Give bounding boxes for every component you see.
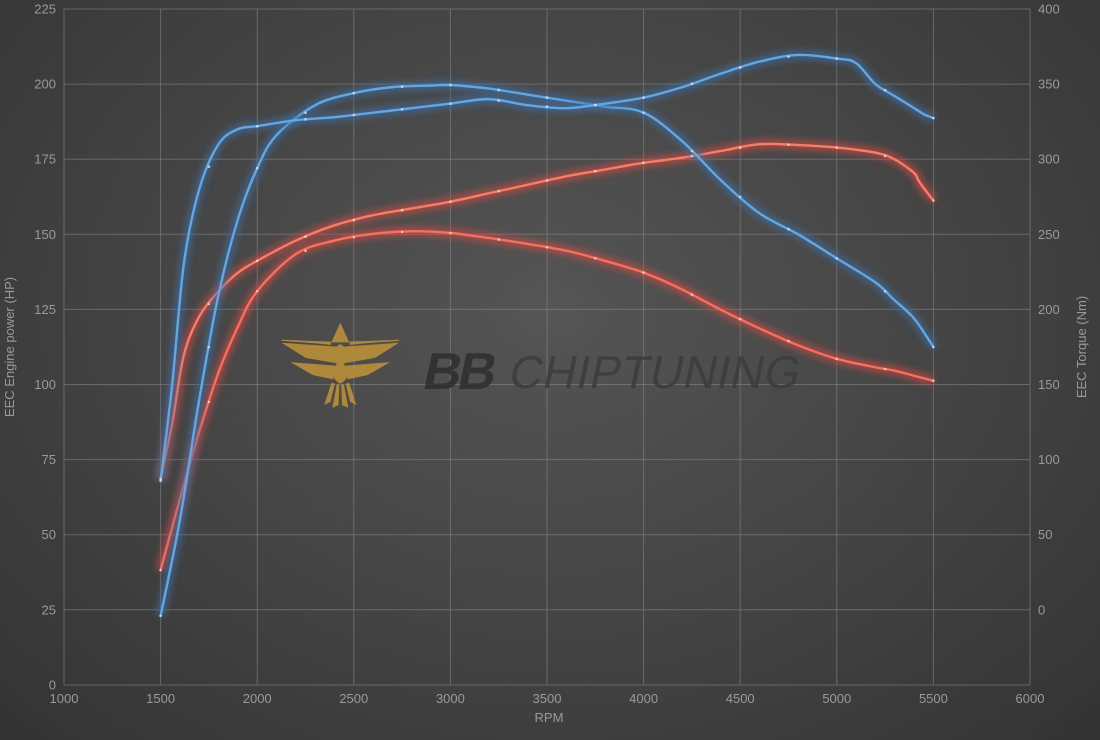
- svg-text:200: 200: [34, 77, 56, 92]
- svg-text:4500: 4500: [726, 691, 755, 706]
- svg-text:350: 350: [1038, 77, 1060, 92]
- svg-text:2500: 2500: [339, 691, 368, 706]
- svg-text:100: 100: [1038, 452, 1060, 467]
- svg-text:125: 125: [34, 302, 56, 317]
- svg-text:150: 150: [34, 227, 56, 242]
- svg-text:150: 150: [1038, 377, 1060, 392]
- svg-text:200: 200: [1038, 302, 1060, 317]
- svg-text:RPM: RPM: [535, 710, 564, 725]
- svg-text:2000: 2000: [243, 691, 272, 706]
- svg-text:400: 400: [1038, 2, 1060, 17]
- svg-text:5500: 5500: [919, 691, 948, 706]
- svg-text:175: 175: [34, 152, 56, 167]
- svg-text:4000: 4000: [629, 691, 658, 706]
- svg-text:6000: 6000: [1016, 691, 1045, 706]
- svg-text:EEC Engine power (HP): EEC Engine power (HP): [2, 277, 17, 417]
- svg-text:EEC Torque (Nm): EEC Torque (Nm): [1074, 296, 1089, 398]
- svg-text:5000: 5000: [822, 691, 851, 706]
- svg-text:50: 50: [42, 527, 56, 542]
- svg-text:75: 75: [42, 452, 56, 467]
- svg-text:BB: BB: [418, 343, 501, 401]
- svg-text:CHIPTUNING: CHIPTUNING: [505, 346, 807, 397]
- svg-text:3500: 3500: [533, 691, 562, 706]
- svg-text:3000: 3000: [436, 691, 465, 706]
- svg-text:225: 225: [34, 2, 56, 17]
- svg-text:25: 25: [42, 602, 56, 617]
- svg-text:50: 50: [1038, 527, 1052, 542]
- svg-text:250: 250: [1038, 227, 1060, 242]
- svg-text:1000: 1000: [50, 691, 79, 706]
- svg-text:0: 0: [1038, 602, 1045, 617]
- svg-text:300: 300: [1038, 152, 1060, 167]
- svg-text:1500: 1500: [146, 691, 175, 706]
- svg-text:100: 100: [34, 377, 56, 392]
